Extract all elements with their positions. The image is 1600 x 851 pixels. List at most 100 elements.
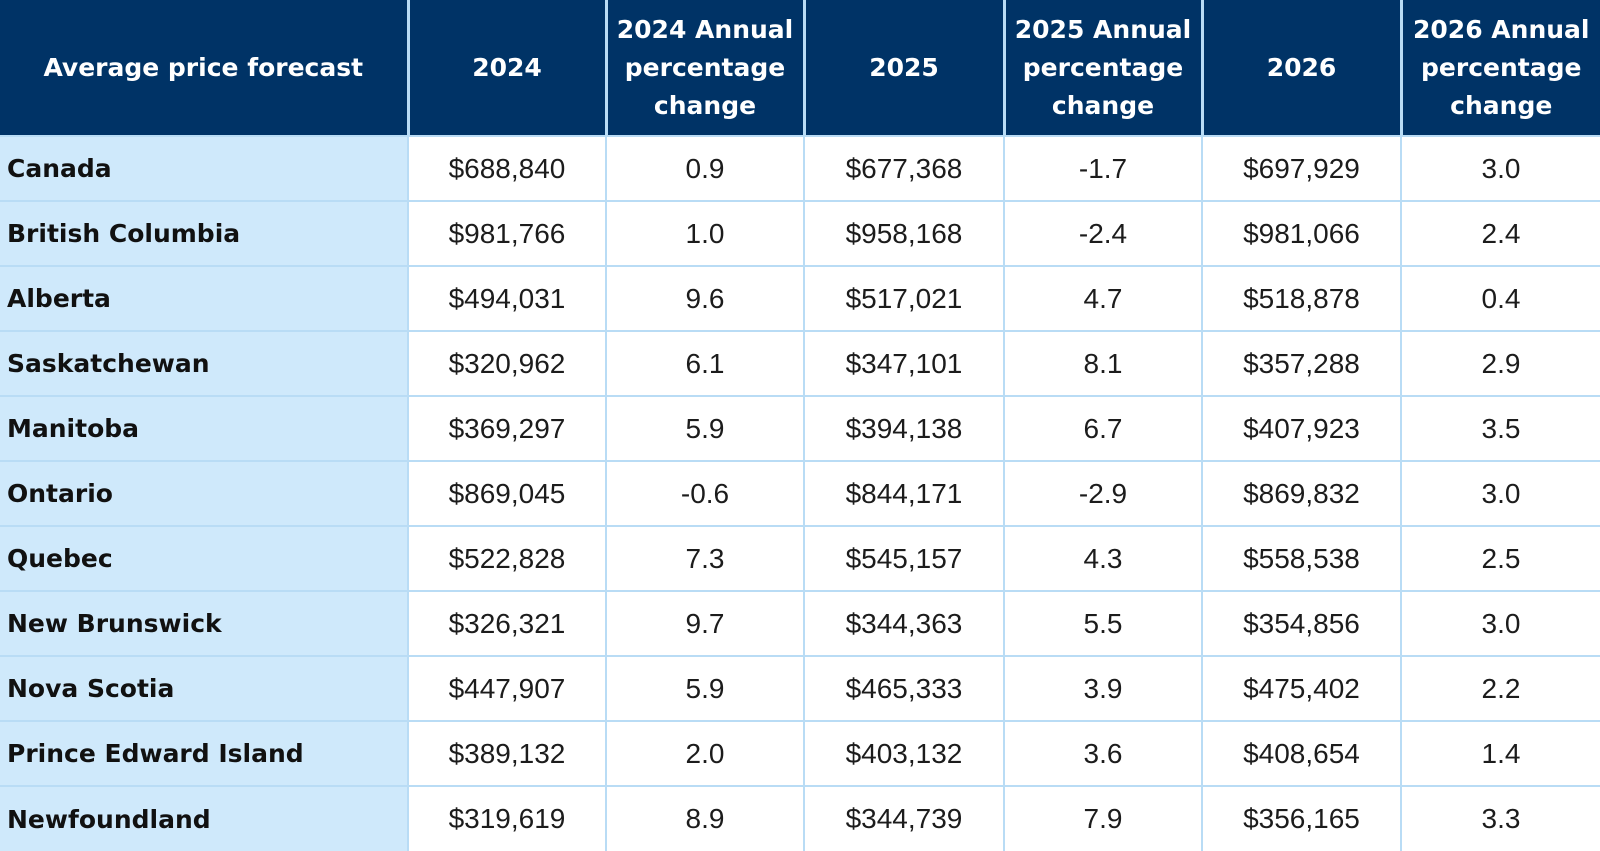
price-2025-cell: $344,363 (803, 590, 1005, 657)
change-2025-cell: -2.9 (1003, 460, 1203, 527)
price-2026-cell: $407,923 (1201, 395, 1402, 462)
change-2024-cell: 5.9 (605, 395, 805, 462)
change-2025-cell: 6.7 (1003, 395, 1203, 462)
change-2026-cell: 2.5 (1400, 525, 1600, 592)
change-2024-cell: -0.6 (605, 460, 805, 527)
table-row: Newfoundland $319,619 8.9 $344,739 7.9 $356,1… (0, 785, 1600, 851)
price-2024-cell: $447,907 (407, 655, 607, 722)
price-2026-cell: $408,654 (1201, 720, 1402, 787)
region-cell: Alberta (0, 265, 409, 332)
table-header: Average price forecast 2024 2024 Annual … (0, 0, 1600, 136)
header-2024-price: 2024 (406, 0, 608, 136)
price-2025-cell: $465,333 (803, 655, 1005, 722)
change-2024-cell: 2.0 (605, 720, 805, 787)
price-2025-cell: $517,021 (803, 265, 1005, 332)
price-2025-cell: $344,739 (803, 785, 1005, 851)
price-2026-cell: $357,288 (1201, 330, 1402, 397)
header-row: Average price forecast 2024 2024 Annual … (0, 0, 1600, 136)
region-cell: Manitoba (0, 395, 409, 462)
change-2026-cell: 2.2 (1400, 655, 1600, 722)
price-2026-cell: $697,929 (1201, 135, 1402, 202)
region-cell: Quebec (0, 525, 409, 592)
change-2025-cell: -2.4 (1003, 200, 1203, 267)
price-2025-cell: $958,168 (803, 200, 1005, 267)
change-2025-cell: 5.5 (1003, 590, 1203, 657)
region-cell: Nova Scotia (0, 655, 409, 722)
change-2025-cell: 3.6 (1003, 720, 1203, 787)
change-2025-cell: 4.7 (1003, 265, 1203, 332)
table-row: Nova Scotia $447,907 5.9 $465,333 3.9 $475,40… (0, 655, 1600, 722)
change-2025-cell: 4.3 (1003, 525, 1203, 592)
change-2026-cell: 3.0 (1400, 590, 1600, 657)
price-2025-cell: $677,368 (803, 135, 1005, 202)
price-2024-cell: $320,962 (407, 330, 607, 397)
region-cell: Ontario (0, 460, 409, 527)
table-row: Prince Edward Island $389,132 2.0 $403,132 3… (0, 720, 1600, 787)
change-2025-cell: 7.9 (1003, 785, 1203, 851)
price-2024-cell: $389,132 (407, 720, 607, 787)
price-2025-cell: $403,132 (803, 720, 1005, 787)
change-2026-cell: 1.4 (1400, 720, 1600, 787)
price-2024-cell: $522,828 (407, 525, 607, 592)
region-cell: Newfoundland (0, 785, 409, 851)
region-cell: New Brunswick (0, 590, 409, 657)
price-2025-cell: $545,157 (803, 525, 1005, 592)
change-2024-cell: 9.6 (605, 265, 805, 332)
change-2026-cell: 3.5 (1400, 395, 1600, 462)
region-cell: Saskatchewan (0, 330, 409, 397)
header-region: Average price forecast (0, 0, 410, 136)
header-2025-price: 2025 (802, 0, 1006, 136)
change-2024-cell: 1.0 (605, 200, 805, 267)
change-2026-cell: 0.4 (1400, 265, 1600, 332)
header-2024-change: 2024 Annual percentage change (604, 0, 806, 136)
region-cell: British Columbia (0, 200, 409, 267)
table-body: Canada $688,840 0.9 $677,368 -1.7 $697,929 3.0… (0, 135, 1600, 851)
price-2026-cell: $869,832 (1201, 460, 1402, 527)
header-2026-price: 2026 (1200, 0, 1403, 136)
change-2025-cell: 8.1 (1003, 330, 1203, 397)
table-row: British Columbia $981,766 1.0 $958,168 -2.4 $… (0, 200, 1600, 267)
price-2026-cell: $981,066 (1201, 200, 1402, 267)
change-2024-cell: 5.9 (605, 655, 805, 722)
table-row: Alberta $494,031 9.6 $517,021 4.7 $518,878 0.4 (0, 265, 1600, 332)
change-2026-cell: 2.9 (1400, 330, 1600, 397)
header-2025-change: 2025 Annual percentage change (1002, 0, 1204, 136)
change-2026-cell: 2.4 (1400, 200, 1600, 267)
price-2025-cell: $347,101 (803, 330, 1005, 397)
table-row: Manitoba $369,297 5.9 $394,138 6.7 $407,923 3.… (0, 395, 1600, 462)
price-2024-cell: $319,619 (407, 785, 607, 851)
price-2024-cell: $369,297 (407, 395, 607, 462)
change-2024-cell: 9.7 (605, 590, 805, 657)
price-2026-cell: $356,165 (1201, 785, 1402, 851)
change-2026-cell: 3.0 (1400, 135, 1600, 202)
change-2025-cell: -1.7 (1003, 135, 1203, 202)
change-2025-cell: 3.9 (1003, 655, 1203, 722)
table-row: Canada $688,840 0.9 $677,368 -1.7 $697,929 3.0 (0, 135, 1600, 202)
price-2025-cell: $844,171 (803, 460, 1005, 527)
change-2026-cell: 3.0 (1400, 460, 1600, 527)
change-2024-cell: 8.9 (605, 785, 805, 851)
change-2024-cell: 7.3 (605, 525, 805, 592)
change-2024-cell: 0.9 (605, 135, 805, 202)
table-row: Quebec $522,828 7.3 $545,157 4.3 $558,538 2.5 (0, 525, 1600, 592)
table-row: Ontario $869,045 -0.6 $844,171 -2.9 $869,832 3… (0, 460, 1600, 527)
price-2026-cell: $558,538 (1201, 525, 1402, 592)
table-row: New Brunswick $326,321 9.7 $344,363 5.5 $354,… (0, 590, 1600, 657)
price-2024-cell: $494,031 (407, 265, 607, 332)
change-2026-cell: 3.3 (1400, 785, 1600, 851)
price-2024-cell: $688,840 (407, 135, 607, 202)
price-2024-cell: $869,045 (407, 460, 607, 527)
table-row: Saskatchewan $320,962 6.1 $347,101 8.1 $357,2… (0, 330, 1600, 397)
price-2026-cell: $518,878 (1201, 265, 1402, 332)
price-2026-cell: $475,402 (1201, 655, 1402, 722)
price-2024-cell: $981,766 (407, 200, 607, 267)
price-2026-cell: $354,856 (1201, 590, 1402, 657)
region-cell: Canada (0, 135, 409, 202)
region-cell: Prince Edward Island (0, 720, 409, 787)
header-2026-change: 2026 Annual percentage change (1399, 0, 1600, 136)
price-2024-cell: $326,321 (407, 590, 607, 657)
change-2024-cell: 6.1 (605, 330, 805, 397)
price-2025-cell: $394,138 (803, 395, 1005, 462)
